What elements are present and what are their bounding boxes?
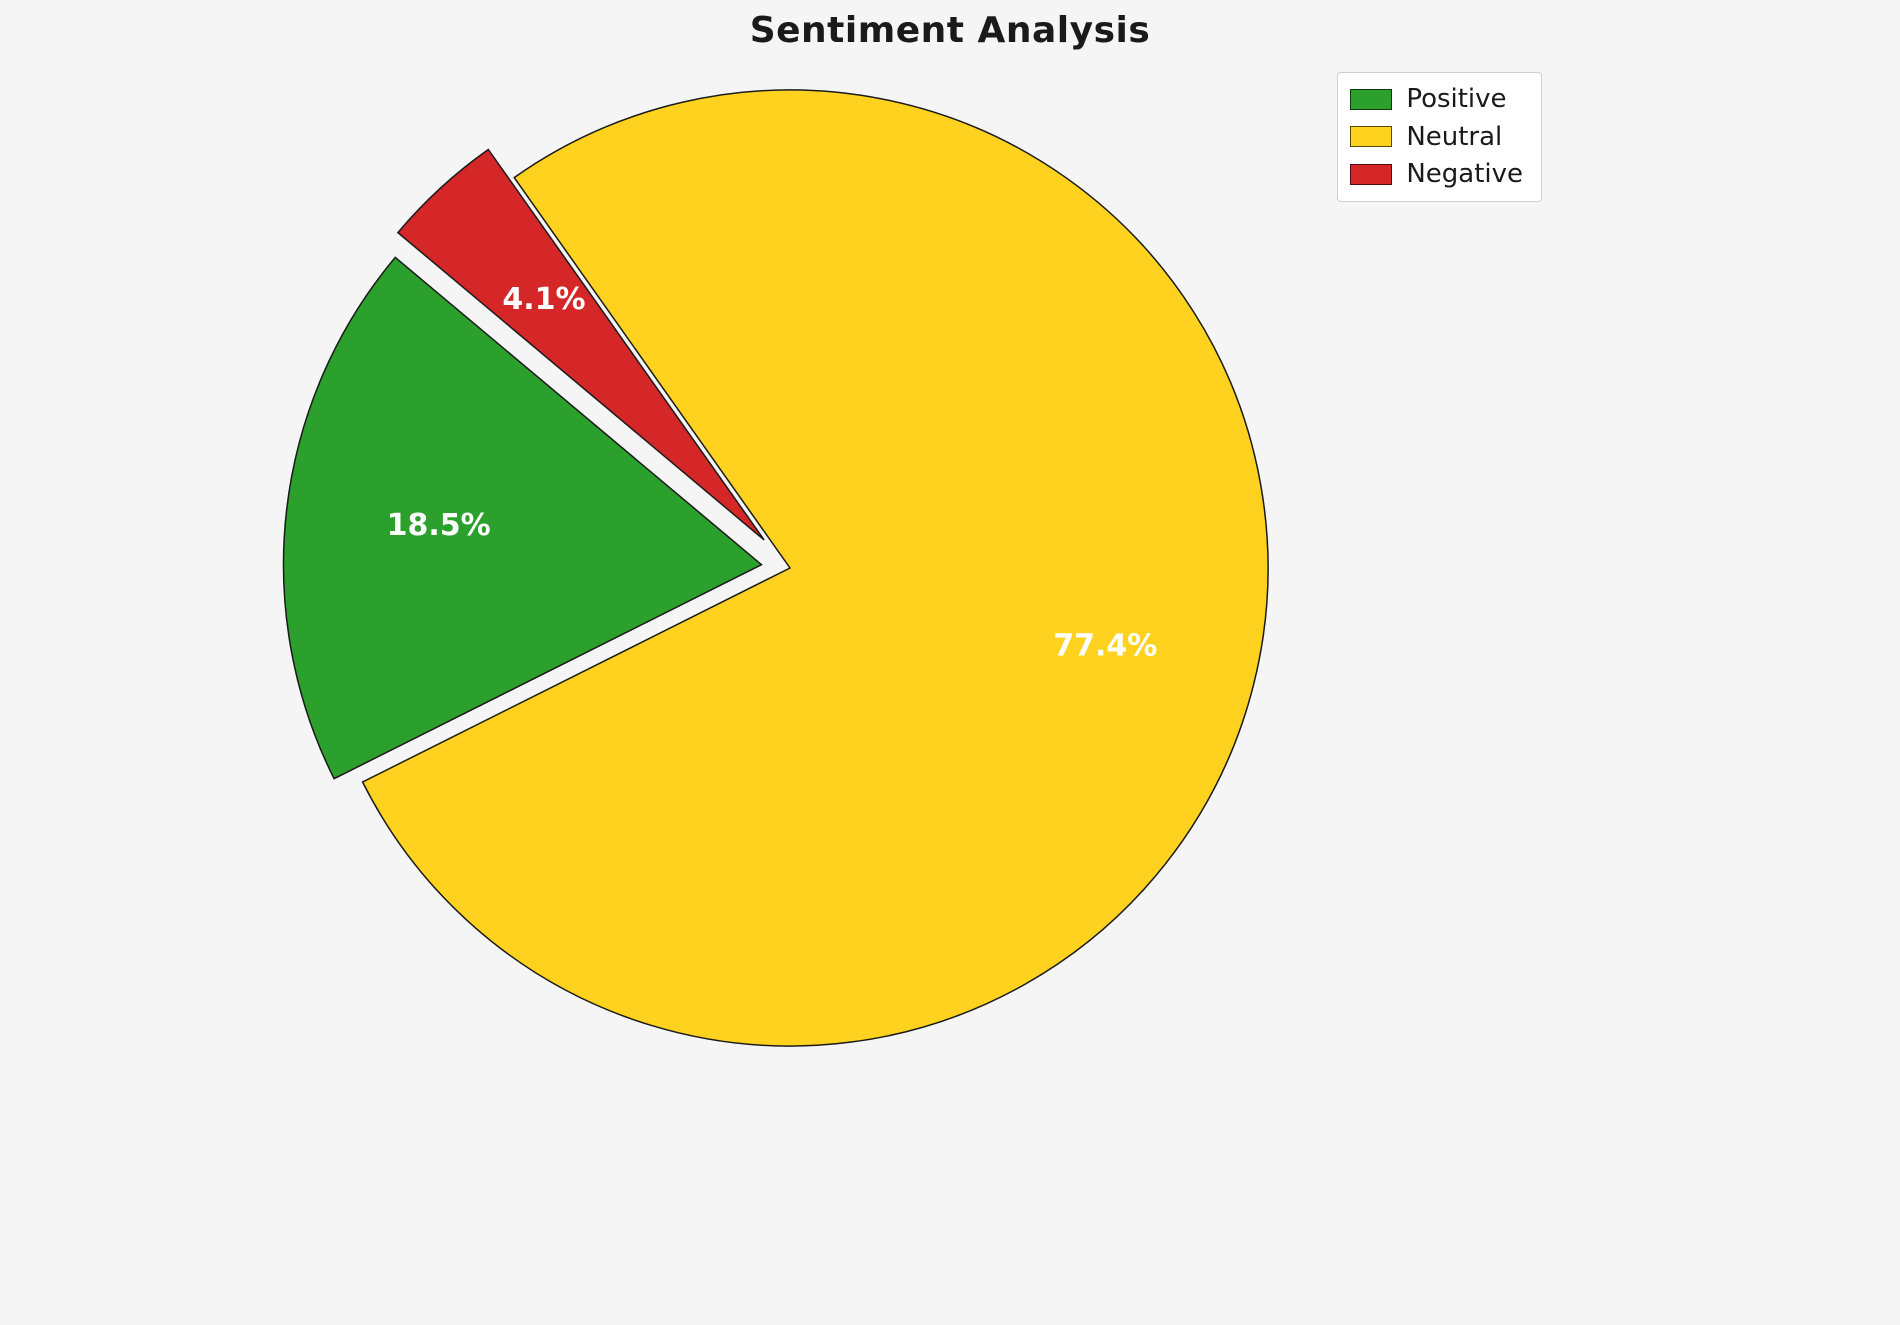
legend-item-positive: Positive	[1350, 85, 1523, 114]
legend-item-neutral: Neutral	[1350, 121, 1523, 152]
legend-swatch-positive	[1350, 88, 1393, 110]
legend-item-negative: Negative	[1350, 160, 1523, 189]
legend-label-negative: Negative	[1406, 159, 1523, 190]
pie-slice-positive	[282, 256, 763, 780]
legend-swatch-negative	[1350, 163, 1393, 185]
pie-pct-label-negative: 4.1%	[502, 282, 585, 317]
legend: Positive Neutral Negative	[1337, 72, 1542, 202]
pie-pct-label-positive: 18.5%	[387, 508, 491, 543]
pie-slice-neutral	[361, 89, 1269, 1047]
legend-swatch-neutral	[1350, 126, 1393, 148]
legend-label-neutral: Neutral	[1406, 121, 1503, 152]
pie-pct-label-neutral: 77.4%	[1053, 629, 1157, 664]
legend-label-positive: Positive	[1406, 84, 1507, 114]
chart-title: Sentiment Analysis	[749, 10, 1151, 51]
pie-slice-negative	[396, 148, 765, 541]
